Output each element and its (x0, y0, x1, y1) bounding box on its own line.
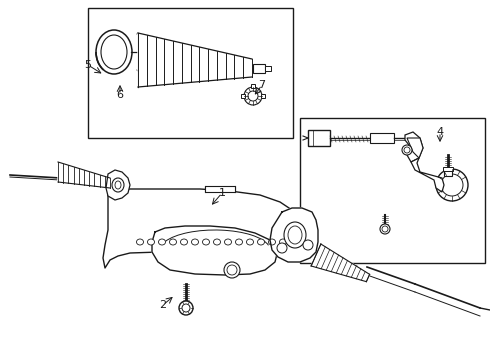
Polygon shape (405, 132, 423, 162)
Bar (444, 170, 452, 176)
Text: 6: 6 (117, 90, 123, 100)
Text: 7: 7 (258, 80, 266, 90)
Polygon shape (311, 244, 369, 282)
Ellipse shape (246, 239, 253, 245)
Ellipse shape (303, 240, 313, 250)
Bar (88, 8, 293, 138)
Ellipse shape (158, 239, 166, 245)
Ellipse shape (224, 262, 240, 278)
Ellipse shape (180, 239, 188, 245)
Polygon shape (138, 33, 252, 87)
Bar (265, 66, 271, 71)
Polygon shape (152, 226, 278, 275)
Polygon shape (407, 138, 423, 158)
Ellipse shape (380, 224, 390, 234)
Ellipse shape (382, 226, 388, 232)
Text: 3: 3 (351, 265, 359, 275)
Bar (370, 133, 394, 143)
Ellipse shape (202, 239, 210, 245)
Polygon shape (270, 208, 318, 262)
Bar (205, 186, 235, 192)
Text: 5: 5 (84, 60, 92, 70)
Ellipse shape (227, 265, 237, 275)
Text: 2: 2 (159, 300, 167, 310)
Ellipse shape (214, 239, 220, 245)
Ellipse shape (179, 301, 193, 315)
Bar (241, 94, 245, 98)
Polygon shape (58, 162, 110, 188)
Ellipse shape (170, 239, 176, 245)
Ellipse shape (269, 239, 275, 245)
Polygon shape (106, 170, 130, 200)
Ellipse shape (441, 174, 463, 196)
Bar (251, 84, 255, 88)
Ellipse shape (244, 87, 262, 105)
Ellipse shape (224, 239, 231, 245)
Polygon shape (411, 158, 444, 192)
Ellipse shape (101, 35, 127, 69)
Ellipse shape (404, 147, 410, 153)
Ellipse shape (96, 30, 132, 74)
Ellipse shape (258, 239, 265, 245)
Bar (253, 64, 265, 73)
Ellipse shape (279, 239, 287, 245)
Ellipse shape (288, 226, 302, 244)
Polygon shape (103, 189, 308, 268)
Bar (443, 167, 453, 171)
Ellipse shape (402, 145, 412, 155)
Text: 1: 1 (219, 188, 225, 198)
Ellipse shape (277, 243, 287, 253)
Ellipse shape (147, 239, 154, 245)
Bar (300, 118, 485, 263)
Text: 4: 4 (437, 127, 443, 137)
Bar (308, 130, 330, 146)
Bar (261, 94, 265, 98)
Ellipse shape (115, 181, 121, 189)
Ellipse shape (192, 239, 198, 245)
Ellipse shape (284, 222, 306, 248)
Ellipse shape (112, 178, 124, 192)
Ellipse shape (236, 239, 243, 245)
Ellipse shape (182, 304, 190, 312)
Ellipse shape (248, 91, 258, 101)
Ellipse shape (137, 239, 144, 245)
Ellipse shape (436, 169, 468, 201)
